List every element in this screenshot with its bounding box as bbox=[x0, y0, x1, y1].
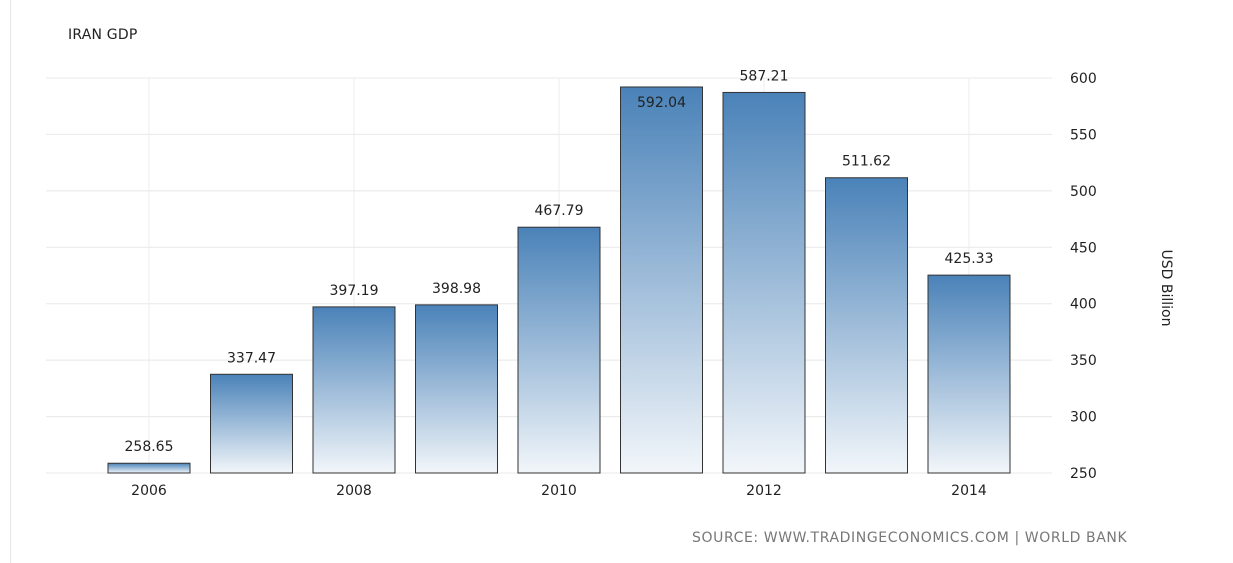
bar-2008 bbox=[312, 306, 396, 474]
bar-2012 bbox=[722, 91, 806, 474]
data-label-2012: 587.21 bbox=[740, 68, 789, 84]
data-label-2013: 511.62 bbox=[842, 154, 891, 170]
data-labels: 258.65 337.47 397.19 398.98 467.79 592.04 587.… bbox=[125, 68, 994, 455]
y-tick-label: 450 bbox=[1070, 240, 1097, 256]
data-label-2008: 397.19 bbox=[330, 283, 379, 299]
bar-2007 bbox=[210, 373, 293, 474]
x-tick-label-2012: 2012 bbox=[746, 483, 782, 499]
x-axis-ticks: 2006 2008 2010 2012 2014 bbox=[131, 483, 987, 499]
source-footer: SOURCE: WWW.TRADINGECONOMICS.COM | WORLD… bbox=[692, 530, 1128, 546]
chart-title: IRAN GDP bbox=[68, 27, 138, 43]
y-tick-label: 400 bbox=[1070, 297, 1097, 313]
y-tick-label: 250 bbox=[1070, 466, 1097, 482]
bar-2010 bbox=[517, 226, 601, 474]
y-tick-label: 350 bbox=[1070, 353, 1097, 369]
y-tick-label: 500 bbox=[1070, 184, 1097, 200]
x-tick-label-2008: 2008 bbox=[336, 483, 372, 499]
y-axis-ticks: 250 300 350 400 450 500 550 600 bbox=[1070, 71, 1097, 482]
data-label-2007: 337.47 bbox=[227, 350, 276, 366]
y-axis-label: USD Billion bbox=[1158, 249, 1174, 327]
data-label-2009: 398.98 bbox=[432, 281, 481, 297]
data-label-2010: 467.79 bbox=[535, 203, 584, 219]
y-tick-label: 300 bbox=[1070, 410, 1097, 426]
bar-2009 bbox=[415, 304, 498, 474]
y-tick-label: 550 bbox=[1070, 127, 1097, 143]
data-label-2014: 425.33 bbox=[945, 251, 994, 267]
x-tick-label-2014: 2014 bbox=[951, 483, 987, 499]
left-border-rule bbox=[10, 0, 11, 563]
bar-2014 bbox=[927, 274, 1011, 474]
y-tick-label: 600 bbox=[1070, 71, 1097, 87]
x-tick-label-2010: 2010 bbox=[541, 483, 577, 499]
data-label-2011: 592.04 bbox=[637, 95, 686, 111]
bars bbox=[107, 86, 1011, 474]
x-tick-label-2006: 2006 bbox=[131, 483, 167, 499]
bar-2013 bbox=[825, 177, 908, 474]
bar-2011 bbox=[620, 86, 703, 474]
data-label-2006: 258.65 bbox=[125, 439, 174, 455]
bar-2006 bbox=[107, 462, 191, 474]
